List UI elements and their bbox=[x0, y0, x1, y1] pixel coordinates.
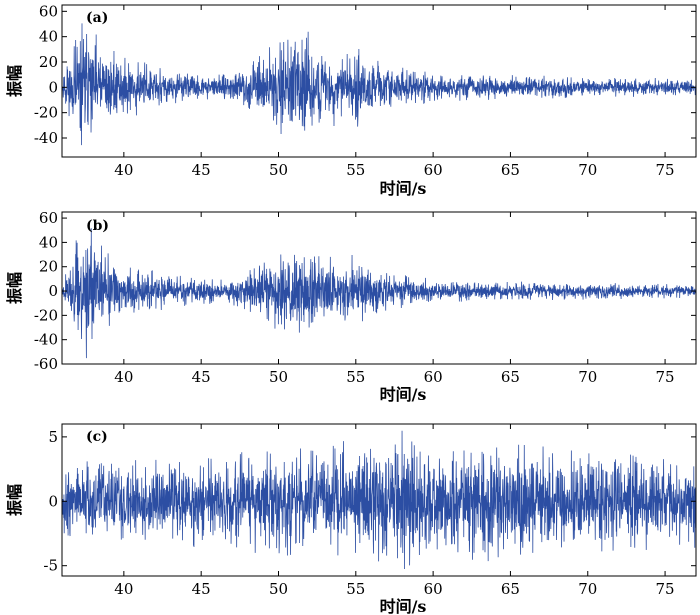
x-tick-label: 65 bbox=[501, 368, 520, 386]
x-tick-label: 60 bbox=[424, 161, 443, 179]
waveform-b-line bbox=[62, 228, 696, 359]
x-tick-label: 75 bbox=[656, 580, 675, 598]
x-tick-label: 55 bbox=[346, 161, 365, 179]
x-tick-label: 45 bbox=[192, 368, 211, 386]
x-tick-label: 70 bbox=[578, 368, 597, 386]
waveform-a-trace bbox=[62, 23, 696, 146]
x-tick-label: 50 bbox=[269, 161, 288, 179]
waveform-c-trace bbox=[62, 430, 696, 569]
panel-a-y-axis-label: 振幅 bbox=[5, 65, 24, 97]
panel-c: 40 45 50 55 60 65 70 75 -5 0 5 (c) 时间/s 振幅 bbox=[5, 423, 697, 615]
x-tick-label: 60 bbox=[424, 368, 443, 386]
x-tick-label: 40 bbox=[114, 368, 133, 386]
x-tick-label: 60 bbox=[424, 580, 443, 598]
y-tick-label: -40 bbox=[34, 331, 58, 349]
panel-c-x-axis-label: 时间/s bbox=[380, 597, 427, 615]
x-tick-label: 75 bbox=[656, 161, 675, 179]
panel-b: 40 45 50 55 60 65 70 75 -60 -40 -20 0 20 40 60 (b) 时间… bbox=[5, 209, 697, 404]
y-tick-label: -5 bbox=[43, 557, 58, 575]
panel-a-y-ticks: -40 -20 0 20 40 60 bbox=[34, 2, 696, 147]
panel-a-label: (a) bbox=[86, 10, 108, 26]
x-tick-label: 75 bbox=[656, 368, 675, 386]
x-tick-label: 45 bbox=[192, 161, 211, 179]
panel-a-x-axis-label: 时间/s bbox=[380, 179, 427, 198]
x-tick-label: 65 bbox=[501, 161, 520, 179]
panel-c-x-ticks: 40 45 50 55 60 65 70 75 bbox=[114, 424, 675, 598]
panel-c-label: (c) bbox=[86, 429, 108, 445]
y-tick-label: 60 bbox=[39, 209, 58, 227]
x-tick-label: 45 bbox=[192, 580, 211, 598]
y-tick-label: 0 bbox=[48, 78, 58, 96]
x-tick-label: 55 bbox=[346, 580, 365, 598]
y-tick-label: 5 bbox=[48, 428, 58, 446]
y-tick-label: 20 bbox=[39, 53, 58, 71]
y-tick-label: 20 bbox=[39, 258, 58, 276]
y-tick-label: 0 bbox=[48, 282, 58, 300]
y-tick-label: 60 bbox=[39, 2, 58, 20]
panel-c-y-ticks: -5 0 5 bbox=[43, 428, 696, 575]
panel-a-frame bbox=[61, 4, 697, 158]
y-tick-label: -20 bbox=[34, 104, 58, 122]
x-tick-label: 55 bbox=[346, 368, 365, 386]
y-tick-label: -60 bbox=[34, 355, 58, 373]
y-tick-label: 0 bbox=[48, 492, 58, 510]
panel-c-frame bbox=[61, 423, 697, 577]
panel-b-y-axis-label: 振幅 bbox=[5, 272, 24, 304]
waveform-b-trace bbox=[62, 228, 696, 359]
panel-b-label: (b) bbox=[86, 218, 109, 234]
x-tick-label: 50 bbox=[269, 580, 288, 598]
panel-b-x-ticks: 40 45 50 55 60 65 70 75 bbox=[114, 212, 675, 386]
y-tick-label: -40 bbox=[34, 129, 58, 147]
panel-b-frame bbox=[61, 211, 697, 365]
x-tick-label: 70 bbox=[578, 161, 597, 179]
y-tick-label: 40 bbox=[39, 28, 58, 46]
x-tick-label: 70 bbox=[578, 580, 597, 598]
panel-c-y-axis-label: 振幅 bbox=[5, 484, 24, 516]
y-tick-label: 40 bbox=[39, 233, 58, 251]
panel-b-y-ticks: -60 -40 -20 0 20 40 60 bbox=[34, 209, 696, 373]
x-tick-label: 65 bbox=[501, 580, 520, 598]
x-tick-label: 40 bbox=[114, 580, 133, 598]
waveform-c-line bbox=[62, 430, 696, 569]
x-tick-label: 50 bbox=[269, 368, 288, 386]
y-tick-label: -20 bbox=[34, 306, 58, 324]
waveform-a-line bbox=[62, 23, 696, 146]
x-tick-label: 40 bbox=[114, 161, 133, 179]
panel-b-x-axis-label: 时间/s bbox=[380, 385, 427, 404]
panel-a-x-ticks: 40 45 50 55 60 65 70 75 bbox=[114, 5, 675, 179]
